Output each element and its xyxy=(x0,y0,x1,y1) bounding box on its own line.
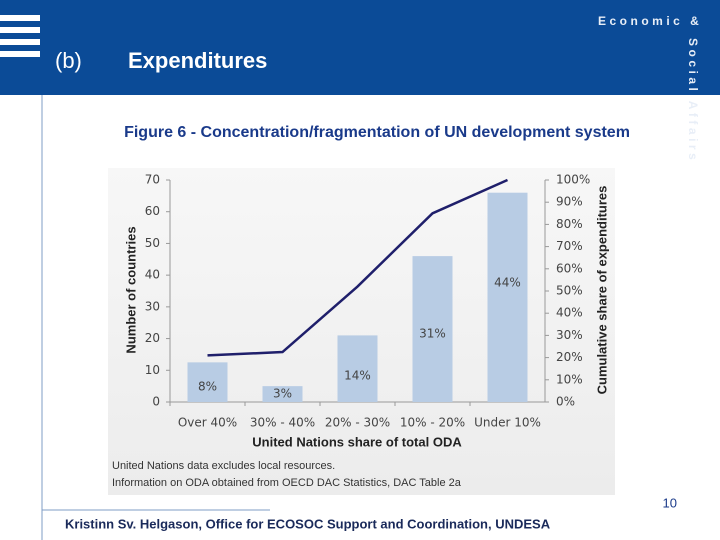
y-tick-label: 10 xyxy=(145,363,160,377)
line xyxy=(207,178,509,357)
x-axis-title: United Nations share of total ODA xyxy=(252,434,462,449)
x-tick-label: 30% - 40% xyxy=(250,416,315,430)
footer-credit: Kristinn Sv. Helgason, Office for ECOSOC… xyxy=(65,516,551,531)
x-tick-label: 10% - 20% xyxy=(400,416,465,430)
y-axis-title: Number of countries xyxy=(123,226,138,353)
brand-side: Social Affairs xyxy=(686,38,700,163)
y-tick-label: 70 xyxy=(145,173,160,187)
bar-label: 14% xyxy=(344,369,371,383)
bar-label: 8% xyxy=(198,380,217,394)
y2-tick-label: 50% xyxy=(556,284,583,298)
y-tick-label: 50 xyxy=(145,236,160,250)
y2-tick-label: 10% xyxy=(556,372,583,386)
bar xyxy=(412,256,453,402)
bar xyxy=(187,362,228,402)
x-tick-label: 20% - 30% xyxy=(325,416,390,430)
y2-tick-label: 20% xyxy=(556,350,583,364)
y-tick-label: 40 xyxy=(145,268,160,282)
note: United Nations data excludes local resou… xyxy=(112,460,335,472)
y2-tick-label: 30% xyxy=(556,328,583,342)
bar-label: 31% xyxy=(419,327,446,341)
y2-tick-label: 40% xyxy=(556,306,583,320)
bar-label: 3% xyxy=(273,387,292,401)
bar xyxy=(337,335,378,402)
y2-tick-label: 60% xyxy=(556,261,583,275)
y2-tick-label: 90% xyxy=(556,195,583,209)
y2-tick-label: 100% xyxy=(556,173,590,187)
note: Information on ODA obtained from OECD DA… xyxy=(112,477,462,489)
y2-tick-label: 80% xyxy=(556,217,583,231)
chart-panel xyxy=(108,168,615,495)
y2-tick-label: 0% xyxy=(556,395,575,409)
y-tick-label: 20 xyxy=(145,331,160,345)
menu-icon xyxy=(0,15,40,57)
plot: 0 10 20 30 40 50 60 70 0% 10% 20% 30% 40% 50% 60% 70% 80… xyxy=(145,173,591,430)
x-tick-label: Over 40% xyxy=(178,416,237,430)
bar xyxy=(487,192,528,402)
y-tick-label: 60 xyxy=(145,204,160,218)
chart-title: Figure 6 - Concentration/fragmentation o… xyxy=(124,124,630,141)
y2-tick-label: 70% xyxy=(556,239,583,253)
section-label: (b) xyxy=(55,48,82,73)
page-number: 10 xyxy=(663,495,677,510)
y2-axis-title: Cumulative share of expenditures xyxy=(594,186,609,395)
header-band xyxy=(0,0,720,95)
bar xyxy=(262,386,303,402)
brand-top: Economic & xyxy=(598,14,702,28)
x-tick-label: Under 10% xyxy=(474,416,541,430)
section-title: Expenditures xyxy=(128,48,267,73)
y-tick-label: 30 xyxy=(145,299,160,313)
y-tick-label: 0 xyxy=(152,395,160,409)
bar-label: 44% xyxy=(494,276,521,290)
